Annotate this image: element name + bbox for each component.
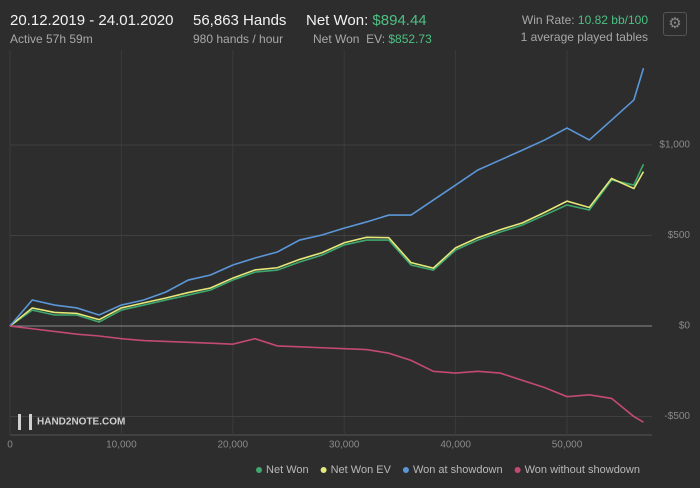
settings-button[interactable]: ⚙ <box>663 12 687 36</box>
y-tick-label: $0 <box>679 321 691 332</box>
logo-text: HAND2NOTE.COM <box>37 416 126 428</box>
net-won-ev-label: Net Won EV: <box>313 32 386 46</box>
legend-label: Won without showdown <box>525 464 640 476</box>
legend-label: Net Won <box>266 464 309 476</box>
legend-label: Net Won EV <box>331 464 392 476</box>
series-line <box>9 163 645 327</box>
series-line <box>9 325 644 423</box>
logo-icon <box>18 414 32 430</box>
net-won-ev: Net Won EV: $852.73 <box>313 32 432 46</box>
hands-rate: 980 hands / hour <box>193 32 284 46</box>
logo: HAND2NOTE.COM <box>18 414 125 430</box>
x-tick-label: 20,000 <box>218 440 249 451</box>
x-tick-label: 40,000 <box>440 440 471 451</box>
series-line <box>9 171 645 327</box>
legend-marker <box>514 467 521 473</box>
legend-marker <box>256 467 263 473</box>
series-line <box>9 67 645 327</box>
tables: 1 average played tables <box>520 30 648 44</box>
win-rate: Win Rate: 10.82 bb/100 <box>522 13 648 27</box>
date-range: 20.12.2019 - 24.01.2020 <box>10 12 174 29</box>
active-time: Active 57h 59m <box>10 32 93 46</box>
net-won-value: $894.44 <box>372 12 427 29</box>
y-tick-label: $500 <box>668 230 691 241</box>
legend-marker <box>402 467 409 473</box>
x-tick-label: 30,000 <box>329 440 360 451</box>
x-tick-label: 10,000 <box>106 440 137 451</box>
x-tick-label: 50,000 <box>552 440 583 451</box>
legend-marker <box>320 467 327 473</box>
net-won-label: Net Won: <box>306 12 369 29</box>
x-tick-label: 0 <box>7 440 13 451</box>
hands: 56,863 Hands <box>193 12 287 29</box>
legend-label: Won at showdown <box>413 464 503 476</box>
win-rate-value: 10.82 bb/100 <box>577 13 648 27</box>
net-won-ev-value: $852.73 <box>388 32 432 46</box>
y-tick-label: $1,000 <box>659 140 690 151</box>
y-tick-label: -$500 <box>664 411 690 422</box>
win-rate-label: Win Rate: <box>521 13 575 27</box>
net-won: Net Won: $894.44 <box>306 12 427 29</box>
